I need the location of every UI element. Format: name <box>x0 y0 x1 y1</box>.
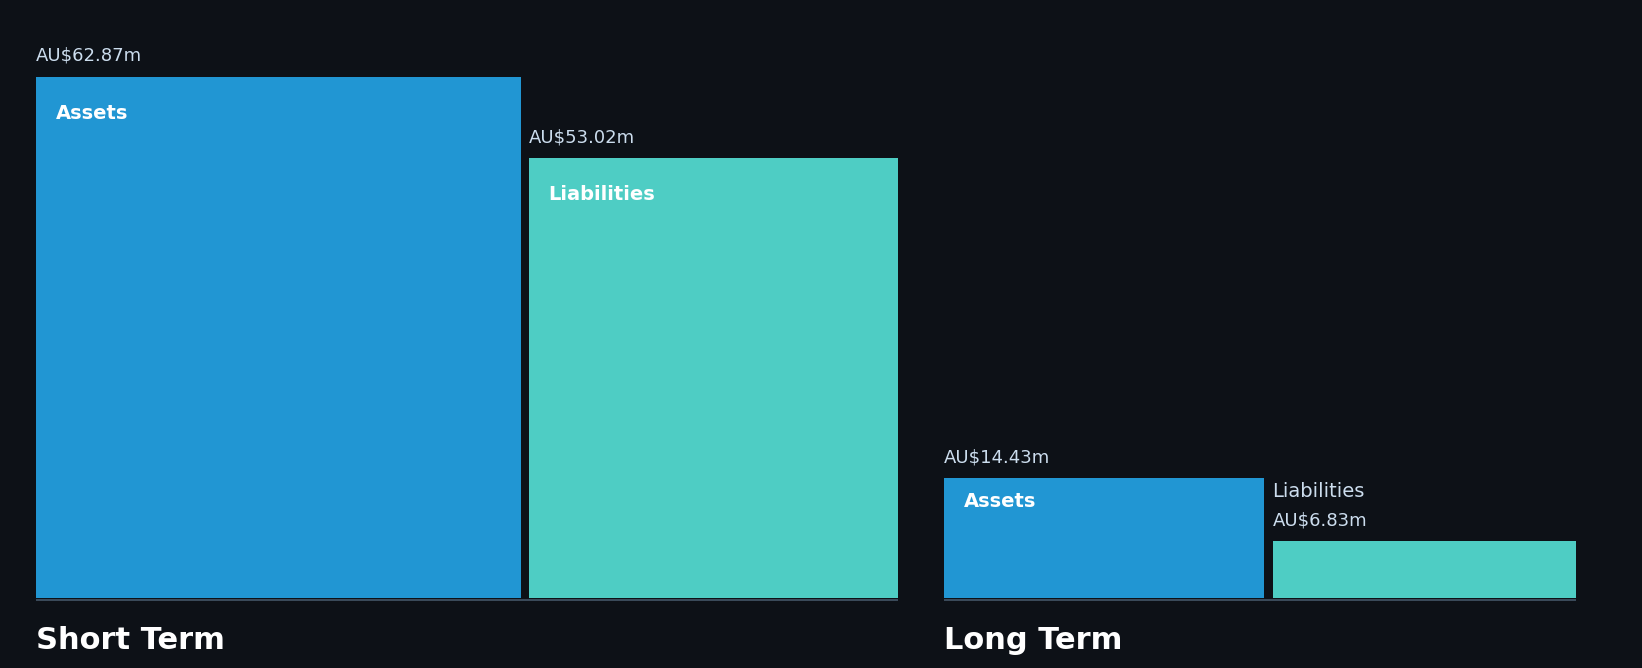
Text: Liabilities: Liabilities <box>1273 482 1365 501</box>
Bar <box>944 599 1576 601</box>
Bar <box>36 77 521 598</box>
Text: Long Term: Long Term <box>944 626 1123 655</box>
Text: AU$14.43m: AU$14.43m <box>944 448 1051 466</box>
Bar <box>1273 541 1576 598</box>
Text: Assets: Assets <box>56 104 128 122</box>
Text: AU$53.02m: AU$53.02m <box>529 128 635 146</box>
Text: AU$6.83m: AU$6.83m <box>1273 511 1368 529</box>
Text: AU$62.87m: AU$62.87m <box>36 47 143 65</box>
Bar <box>944 478 1264 598</box>
Bar <box>529 158 898 598</box>
Text: Assets: Assets <box>964 492 1036 510</box>
Text: Short Term: Short Term <box>36 626 225 655</box>
Bar <box>36 599 898 601</box>
Text: Liabilities: Liabilities <box>548 185 655 204</box>
